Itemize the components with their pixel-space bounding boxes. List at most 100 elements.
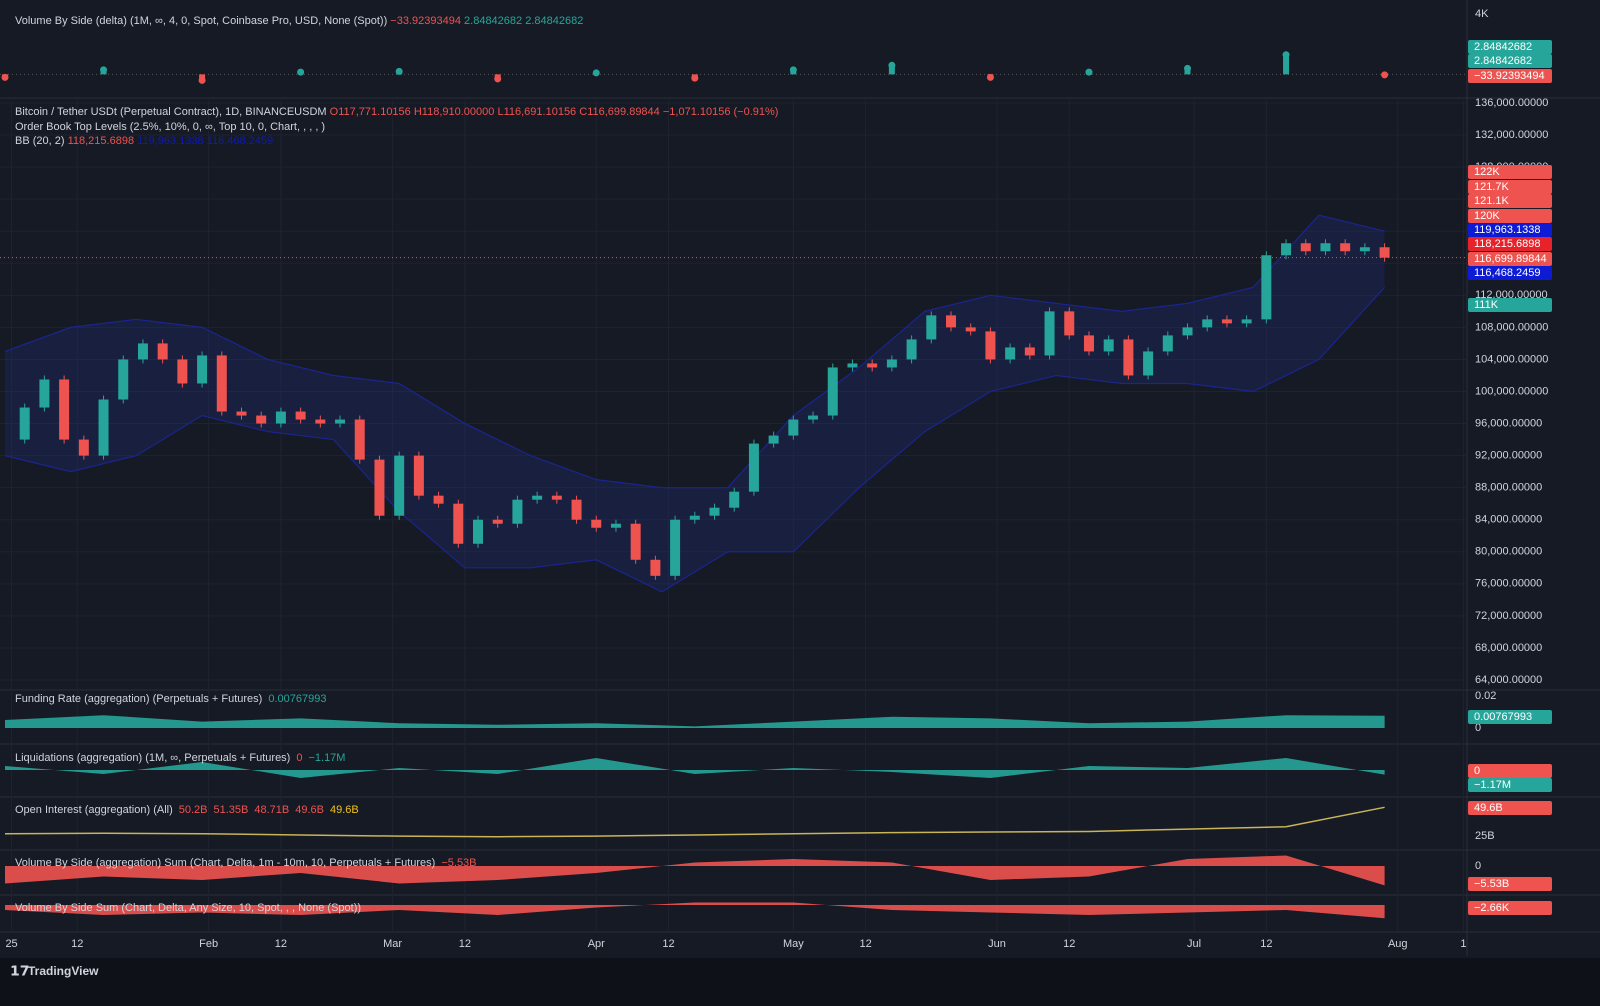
badge-label: −33.92393494 xyxy=(1474,70,1545,82)
volume-bar xyxy=(888,65,895,75)
ohlc: H118,910.00000 xyxy=(414,106,495,118)
badge-label: 116,468.2459 xyxy=(1474,267,1540,279)
candle xyxy=(1162,335,1173,352)
candle xyxy=(630,523,641,560)
y-tick-label: 80,000.00000 xyxy=(1475,546,1542,558)
candle xyxy=(1123,339,1134,376)
x-tick-label: Jul xyxy=(1187,938,1201,950)
y-tick-label: 136,000.00000 xyxy=(1475,97,1548,109)
x-tick-label: 12 xyxy=(275,938,287,950)
volume-dot xyxy=(100,66,108,74)
y-tick-label: 104,000.00000 xyxy=(1475,353,1548,365)
price-badge xyxy=(1468,40,1552,54)
candle xyxy=(354,419,365,460)
candle xyxy=(808,415,819,420)
area xyxy=(5,855,1385,886)
candle xyxy=(886,359,897,368)
legend-title: BB (20, 2) xyxy=(15,135,65,147)
x-tick-label: 12 xyxy=(859,938,871,950)
candle xyxy=(335,419,346,424)
legend-value: 2.84842682 xyxy=(525,15,583,27)
price-badge xyxy=(1468,764,1552,778)
candle xyxy=(729,491,740,508)
candle xyxy=(394,455,405,516)
candle xyxy=(827,367,838,416)
candle xyxy=(1359,247,1370,252)
candle xyxy=(512,499,523,524)
legend: Order Book Top Levels (2.5%, 10%, 0, ∞, … xyxy=(15,121,325,133)
grid xyxy=(0,0,1600,956)
x-tick-label: 12 xyxy=(459,938,471,950)
volume-dot xyxy=(986,73,994,81)
candle xyxy=(1202,319,1213,328)
candle xyxy=(433,495,444,504)
candle xyxy=(867,363,878,368)
candle xyxy=(275,411,286,424)
legend-value: 51.35B xyxy=(214,804,249,816)
candle xyxy=(709,507,720,516)
candle xyxy=(492,519,503,524)
price-badge xyxy=(1468,194,1552,208)
candle xyxy=(1300,243,1311,252)
brand: TradingView xyxy=(28,964,99,978)
candle xyxy=(1103,339,1114,352)
candle xyxy=(295,411,306,420)
candle xyxy=(748,443,759,492)
volume-dot xyxy=(395,67,403,75)
area xyxy=(5,902,1385,919)
candle xyxy=(157,343,168,360)
legend-title: Volume By Side (delta) (1M, ∞, 4, 0, Spo… xyxy=(15,15,387,27)
legend-value: 119,963.1338 xyxy=(137,135,203,147)
candle xyxy=(413,455,424,496)
badge-label: 49.6B xyxy=(1474,802,1503,814)
y-tick-label: 25B xyxy=(1475,830,1495,842)
badge-label: 121.1K xyxy=(1474,195,1510,207)
price-badge xyxy=(1468,266,1552,280)
line xyxy=(4,806,1385,838)
candle xyxy=(532,495,543,500)
badge-label: −2.66K xyxy=(1474,902,1510,914)
volume-dot xyxy=(1282,51,1290,59)
bb-upper xyxy=(4,214,1385,489)
candle xyxy=(197,355,208,384)
x-tick-label: Aug xyxy=(1388,938,1408,950)
legend-value: 0.00767993 xyxy=(268,693,326,705)
legend-value: −1.17M xyxy=(308,752,345,764)
legend: Volume By Side Sum (Chart, Delta, Any Si… xyxy=(15,902,361,914)
badge-label: 0 xyxy=(1474,765,1480,777)
candle xyxy=(551,495,562,500)
price-badge xyxy=(1468,901,1552,915)
bb-lower xyxy=(4,286,1386,593)
volume-dot xyxy=(494,75,502,83)
badge-label: 120K xyxy=(1474,210,1500,222)
y-tick-label: 100,000.00000 xyxy=(1475,385,1548,397)
legend-value: 48.71B xyxy=(254,804,289,816)
price-badge xyxy=(1468,877,1552,891)
x-tick-label: 12 xyxy=(71,938,83,950)
volume-dot xyxy=(1,73,9,81)
candle xyxy=(1083,335,1094,352)
volume-dot xyxy=(691,74,699,82)
y-tick-label: 0.02 xyxy=(1475,690,1496,702)
candle xyxy=(946,315,957,328)
y-tick-label: 72,000.00000 xyxy=(1475,610,1542,622)
candle xyxy=(374,459,385,516)
legend-value: 49.6B xyxy=(330,804,359,816)
candle xyxy=(19,407,30,440)
legend-value: 116,468.2459 xyxy=(207,135,273,147)
ohlc: −1,071.10156 (−0.91%) xyxy=(663,106,779,118)
candle xyxy=(1024,347,1035,356)
candle xyxy=(78,439,89,456)
legend-title: Open Interest (aggregation) (All) xyxy=(15,804,173,816)
price-badge xyxy=(1468,223,1552,237)
volume-bar xyxy=(1283,54,1290,75)
volume-dot xyxy=(1085,68,1093,76)
y-tick-label: 84,000.00000 xyxy=(1475,514,1542,526)
candle xyxy=(1143,351,1154,376)
badge-label: −1.17M xyxy=(1474,779,1511,791)
ohlc: O117,771.10156 xyxy=(330,106,411,118)
x-tick-label: Feb xyxy=(199,938,218,950)
badge-label: 111K xyxy=(1474,299,1499,311)
badge-label: 2.84842682 xyxy=(1474,55,1532,67)
